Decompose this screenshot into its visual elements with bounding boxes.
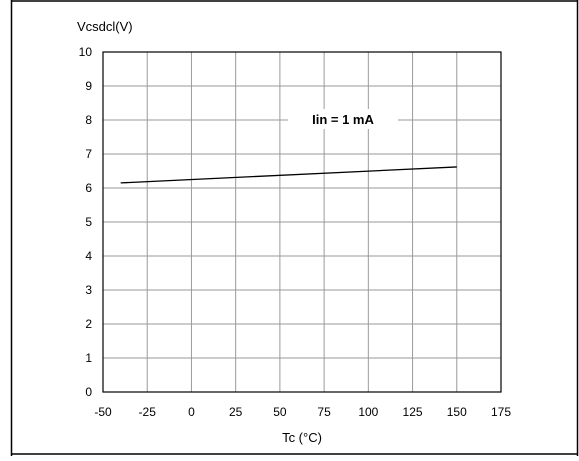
series-layer [120, 166, 457, 184]
annotation-label: Iin = 1 mA [312, 112, 374, 127]
grid [103, 52, 501, 392]
x-tick-label: 175 [491, 405, 511, 419]
y-tick-label: 8 [85, 113, 92, 127]
y-tick-label: 0 [85, 385, 92, 399]
x-tick-label: -50 [94, 405, 112, 419]
y-tick-label: 4 [85, 249, 92, 263]
tick-labels: -50 -25 0 25 50 75 100 125 150 175 0 1 2 3 4 5 6 7 8 9 10 [79, 45, 512, 419]
x-tick-label: 150 [447, 405, 467, 419]
y-tick-label: 2 [85, 317, 92, 331]
y-tick-label: 9 [85, 79, 92, 93]
x-tick-label: 100 [358, 405, 378, 419]
x-tick-label: 125 [403, 405, 423, 419]
y-tick-label: 10 [79, 45, 93, 59]
y-axis-label: Vcsdcl(V) [77, 19, 133, 34]
x-tick-label: 0 [188, 405, 195, 419]
y-tick-label: 7 [85, 147, 92, 161]
x-tick-label: 50 [273, 405, 287, 419]
plot-area [102, 51, 502, 393]
series-line [120, 166, 457, 184]
y-tick-label: 5 [85, 215, 92, 229]
x-axis-label: Tc (°C) [282, 430, 322, 445]
annotation-background [288, 109, 398, 129]
x-tick-label: 25 [229, 405, 243, 419]
y-tick-label: 3 [85, 283, 92, 297]
y-tick-label: 6 [85, 181, 92, 195]
x-tick-label: -25 [139, 405, 157, 419]
x-tick-label: 75 [317, 405, 331, 419]
y-tick-label: 1 [85, 351, 92, 365]
